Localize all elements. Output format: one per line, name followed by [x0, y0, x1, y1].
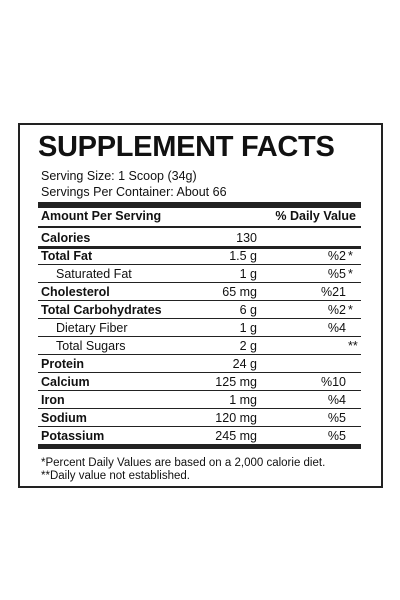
amount: 1 mg [229, 393, 257, 407]
row-rule [38, 282, 361, 283]
row-rule [38, 408, 361, 409]
title: SUPPLEMENT FACTS [38, 131, 335, 163]
daily-value: %4 [327, 321, 346, 335]
amount: 125 mg [215, 375, 257, 389]
daily-value: %2 [327, 249, 346, 263]
nutrient-name: Potassium [41, 429, 105, 443]
label-box [18, 123, 383, 488]
amount: 6 g [239, 303, 257, 317]
note: * [348, 303, 353, 317]
row-rule [38, 354, 361, 355]
thick-rule [38, 202, 361, 208]
daily-value: %21 [320, 285, 346, 299]
amount: 1.5 g [229, 249, 257, 263]
nutrient-name: Calories [41, 231, 91, 245]
row-rule [38, 390, 361, 391]
nutrient-name: Total Carbohydrates [41, 303, 162, 317]
row-rule [38, 246, 361, 249]
footnote: **Daily value not established. [41, 470, 190, 482]
nutrient-name: Sodium [41, 411, 87, 425]
note: * [348, 249, 353, 263]
column-header: % Daily Value [275, 209, 356, 223]
daily-value: %2 [327, 303, 346, 317]
note: ** [348, 339, 358, 353]
daily-value: %5 [327, 429, 346, 443]
daily-value: %4 [327, 393, 346, 407]
serving-size: Serving Size: 1 Scoop (34g) [41, 169, 197, 183]
amount: 245 mg [215, 429, 257, 443]
amount: 2 g [239, 339, 257, 353]
nutrient-name: Total Sugars [56, 339, 126, 353]
amount: 120 mg [215, 411, 257, 425]
amount: 130 [236, 231, 257, 245]
rule [38, 226, 361, 228]
nutrient-name: Calcium [41, 375, 90, 389]
amount: 24 g [232, 357, 257, 371]
row-rule [38, 300, 361, 301]
row-rule [38, 264, 361, 265]
row-rule [38, 372, 361, 373]
nutrient-name: Iron [41, 393, 65, 407]
servings-per-container: Servings Per Container: About 66 [41, 185, 227, 199]
note: * [348, 267, 353, 281]
column-header: Amount Per Serving [41, 209, 162, 223]
amount: 1 g [239, 321, 257, 335]
nutrient-name: Protein [41, 357, 85, 371]
row-rule [38, 444, 361, 449]
nutrient-name: Saturated Fat [56, 267, 132, 281]
row-rule [38, 336, 361, 337]
amount: 1 g [239, 267, 257, 281]
row-rule [38, 426, 361, 427]
row-rule [38, 318, 361, 319]
nutrient-name: Dietary Fiber [56, 321, 128, 335]
nutrient-name: Total Fat [41, 249, 93, 263]
daily-value: %5 [327, 411, 346, 425]
daily-value: %5 [327, 267, 346, 281]
footnote: *Percent Daily Values are based on a 2,0… [41, 457, 326, 469]
daily-value: %10 [320, 375, 346, 389]
nutrient-name: Cholesterol [41, 285, 110, 299]
amount: 65 mg [222, 285, 257, 299]
